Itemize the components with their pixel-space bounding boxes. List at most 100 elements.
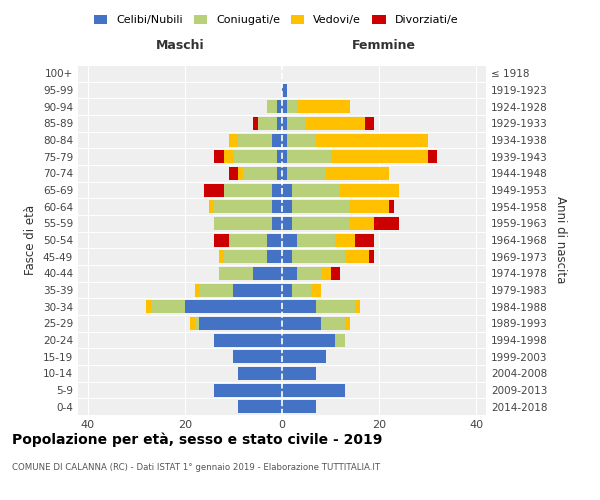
Bar <box>268 234 282 246</box>
Bar <box>277 167 282 180</box>
Bar <box>340 184 398 196</box>
Bar <box>282 250 292 263</box>
Text: Popolazione per età, sesso e stato civile - 2019: Popolazione per età, sesso e stato civil… <box>12 432 382 447</box>
Bar <box>229 134 238 146</box>
Bar <box>238 134 272 146</box>
Bar <box>282 334 335 346</box>
Bar <box>428 150 437 163</box>
Bar <box>214 200 272 213</box>
Bar <box>194 317 199 330</box>
Bar <box>214 217 272 230</box>
Bar <box>194 284 199 296</box>
Bar <box>282 200 292 213</box>
Bar <box>292 200 350 213</box>
Bar <box>287 134 316 146</box>
Bar <box>335 234 355 246</box>
Bar <box>282 117 287 130</box>
Bar <box>350 217 374 230</box>
Bar <box>292 184 340 196</box>
Bar <box>219 267 253 280</box>
Bar <box>345 250 370 263</box>
Bar <box>233 150 277 163</box>
Bar <box>282 184 292 196</box>
Bar <box>282 350 326 363</box>
Bar <box>253 117 258 130</box>
Bar <box>272 184 282 196</box>
Bar <box>282 400 316 413</box>
Bar <box>282 217 292 230</box>
Bar <box>214 334 282 346</box>
Bar <box>282 267 296 280</box>
Bar <box>316 300 355 313</box>
Bar <box>282 367 316 380</box>
Bar <box>282 100 287 113</box>
Y-axis label: Anni di nascita: Anni di nascita <box>554 196 567 284</box>
Bar <box>335 334 345 346</box>
Bar <box>326 167 389 180</box>
Bar <box>214 234 229 246</box>
Bar <box>287 167 326 180</box>
Bar <box>214 384 282 396</box>
Bar <box>365 117 374 130</box>
Bar <box>370 250 374 263</box>
Bar <box>243 167 277 180</box>
Bar <box>282 317 321 330</box>
Bar <box>282 150 287 163</box>
Bar <box>374 217 398 230</box>
Bar <box>272 200 282 213</box>
Bar <box>233 350 282 363</box>
Bar <box>277 150 282 163</box>
Bar <box>233 284 282 296</box>
Bar <box>209 200 214 213</box>
Bar <box>199 284 233 296</box>
Bar <box>272 217 282 230</box>
Bar <box>238 367 282 380</box>
Bar <box>151 300 185 313</box>
Bar <box>282 384 345 396</box>
Bar <box>268 250 282 263</box>
Bar <box>268 100 277 113</box>
Bar <box>331 150 428 163</box>
Bar <box>224 250 268 263</box>
Bar <box>287 100 296 113</box>
Bar <box>355 234 374 246</box>
Bar <box>219 250 224 263</box>
Bar <box>272 134 282 146</box>
Bar <box>321 317 345 330</box>
Bar <box>287 150 331 163</box>
Bar <box>229 167 238 180</box>
Bar <box>282 84 287 96</box>
Text: Femmine: Femmine <box>352 38 416 52</box>
Text: COMUNE DI CALANNA (RC) - Dati ISTAT 1° gennaio 2019 - Elaborazione TUTTITALIA.IT: COMUNE DI CALANNA (RC) - Dati ISTAT 1° g… <box>12 462 380 471</box>
Text: Maschi: Maschi <box>155 38 205 52</box>
Bar <box>345 317 350 330</box>
Legend: Celibi/Nubili, Coniugati/e, Vedovi/e, Divorziati/e: Celibi/Nubili, Coniugati/e, Vedovi/e, Di… <box>89 10 463 30</box>
Bar <box>190 317 194 330</box>
Bar <box>258 117 277 130</box>
Bar <box>277 117 282 130</box>
Bar <box>199 317 282 330</box>
Bar <box>331 267 340 280</box>
Bar <box>214 150 224 163</box>
Bar <box>224 150 233 163</box>
Bar <box>292 250 345 263</box>
Bar <box>204 184 224 196</box>
Bar <box>277 100 282 113</box>
Bar <box>238 400 282 413</box>
Bar <box>306 117 365 130</box>
Bar <box>355 300 360 313</box>
Bar <box>389 200 394 213</box>
Bar <box>282 234 296 246</box>
Bar <box>321 267 331 280</box>
Bar <box>282 300 316 313</box>
Bar <box>224 184 272 196</box>
Bar <box>282 284 292 296</box>
Bar <box>287 117 306 130</box>
Bar <box>311 284 321 296</box>
Bar <box>229 234 268 246</box>
Bar <box>238 167 243 180</box>
Bar <box>296 234 335 246</box>
Bar <box>146 300 151 313</box>
Bar <box>292 284 311 296</box>
Bar <box>296 267 321 280</box>
